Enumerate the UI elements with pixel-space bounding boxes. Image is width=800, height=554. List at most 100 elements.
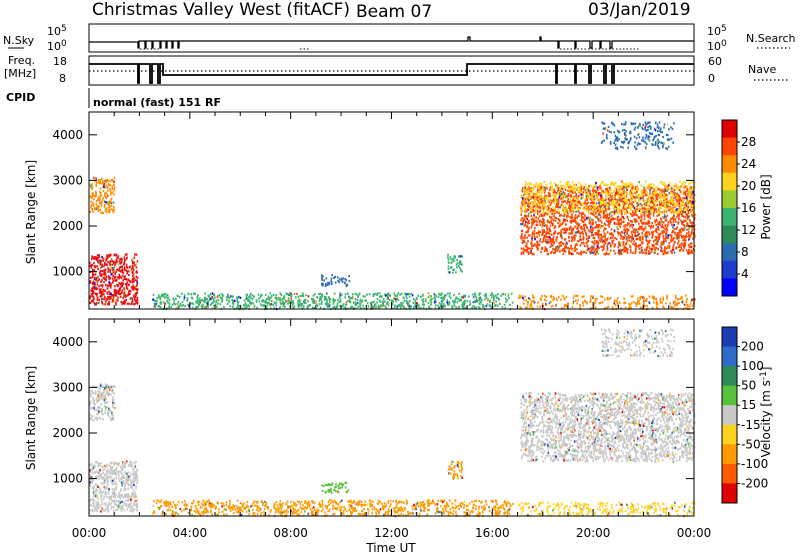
range-cell bbox=[491, 296, 493, 299]
range-cell bbox=[552, 224, 554, 227]
range-cell bbox=[116, 260, 118, 263]
range-cell bbox=[549, 203, 552, 206]
range-cell bbox=[635, 185, 637, 189]
range-cell bbox=[562, 209, 564, 212]
range-cell bbox=[636, 214, 638, 217]
range-cell bbox=[652, 212, 655, 215]
tick-exponent: 0 bbox=[721, 39, 727, 49]
range-cell bbox=[592, 222, 594, 226]
range-cell bbox=[640, 246, 643, 249]
range-cell bbox=[157, 305, 159, 308]
range-cell bbox=[623, 186, 626, 189]
range-cell bbox=[232, 303, 235, 306]
range-cell bbox=[639, 251, 642, 254]
range-cell bbox=[199, 299, 202, 302]
range-cell bbox=[408, 307, 410, 310]
range-cell bbox=[672, 218, 675, 221]
range-cell bbox=[574, 217, 576, 220]
range-cell bbox=[332, 302, 335, 305]
range-cell bbox=[565, 246, 567, 249]
range-cell bbox=[170, 306, 172, 309]
range-cell bbox=[351, 297, 353, 300]
range-cell bbox=[412, 306, 415, 309]
range-cell bbox=[550, 185, 553, 188]
range-cell bbox=[307, 295, 310, 298]
range-cell bbox=[559, 245, 561, 248]
range-cell bbox=[527, 208, 530, 212]
range-cell bbox=[564, 238, 567, 241]
range-cell bbox=[104, 180, 106, 183]
range-cell bbox=[589, 191, 591, 195]
range-cell bbox=[155, 303, 158, 306]
range-cell bbox=[571, 230, 573, 233]
beam-label: Beam 07 bbox=[356, 2, 432, 22]
range-cell bbox=[168, 306, 170, 309]
range-cell bbox=[625, 237, 628, 240]
range-cell bbox=[522, 236, 524, 239]
range-cell bbox=[624, 201, 626, 204]
range-cell bbox=[540, 213, 543, 216]
range-cell bbox=[96, 280, 98, 283]
range-cell bbox=[636, 203, 639, 206]
range-cell bbox=[599, 192, 602, 195]
range-cell bbox=[394, 304, 396, 307]
range-cell bbox=[221, 297, 223, 300]
range-cell bbox=[535, 194, 538, 197]
range-cell bbox=[116, 290, 119, 293]
range-cell bbox=[630, 205, 633, 208]
range-cell bbox=[94, 292, 97, 295]
range-cell bbox=[555, 245, 557, 249]
range-cell bbox=[688, 245, 691, 248]
range-cell bbox=[453, 301, 456, 304]
range-cell bbox=[283, 295, 286, 298]
range-cell bbox=[603, 198, 606, 201]
range-cell bbox=[191, 297, 194, 300]
range-cell bbox=[437, 304, 439, 307]
range-cell bbox=[600, 203, 603, 206]
range-cell bbox=[651, 221, 653, 225]
range-cell bbox=[623, 232, 626, 235]
range-cell bbox=[665, 197, 668, 200]
range-cell bbox=[103, 278, 106, 281]
range-cell bbox=[609, 222, 611, 225]
range-cell bbox=[90, 186, 93, 189]
range-cell bbox=[606, 187, 608, 190]
range-cell bbox=[101, 295, 103, 298]
range-cell bbox=[447, 256, 449, 259]
range-cell bbox=[535, 223, 538, 226]
range-cell bbox=[324, 297, 327, 300]
range-cell bbox=[531, 201, 533, 204]
range-cell bbox=[279, 305, 282, 308]
range-cell bbox=[605, 232, 607, 236]
range-cell bbox=[526, 231, 529, 234]
range-cell bbox=[646, 221, 648, 224]
range-cell bbox=[130, 303, 132, 306]
range-cell bbox=[693, 199, 696, 202]
range-cell bbox=[656, 193, 658, 196]
range-cell bbox=[191, 302, 193, 305]
range-cell bbox=[642, 199, 645, 202]
range-cell bbox=[326, 283, 329, 287]
range-cell bbox=[351, 293, 354, 296]
range-cell bbox=[340, 278, 343, 281]
range-cell bbox=[103, 194, 106, 197]
range-cell bbox=[594, 226, 596, 229]
range-cell bbox=[268, 302, 271, 305]
range-cell bbox=[417, 304, 420, 307]
range-cell bbox=[663, 183, 666, 187]
range-cell bbox=[542, 208, 545, 211]
range-cell bbox=[256, 306, 258, 309]
range-cell bbox=[525, 249, 527, 252]
range-cell bbox=[221, 300, 223, 303]
range-cell bbox=[183, 298, 185, 301]
range-cell bbox=[98, 205, 100, 208]
range-cell bbox=[602, 216, 605, 219]
range-cell bbox=[541, 182, 543, 185]
range-cell bbox=[186, 297, 189, 300]
range-cell bbox=[111, 299, 114, 302]
range-cell bbox=[603, 232, 606, 235]
range-cell bbox=[487, 299, 489, 302]
range-cell bbox=[632, 231, 635, 234]
range-cell bbox=[651, 206, 653, 209]
range-cell bbox=[125, 295, 127, 298]
